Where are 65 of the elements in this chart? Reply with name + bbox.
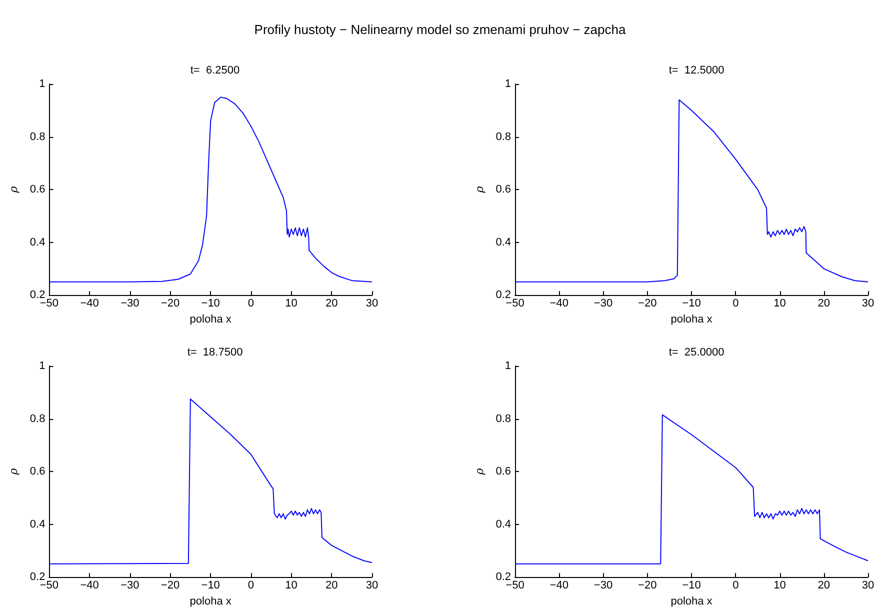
x-tick-label: −10	[201, 580, 220, 592]
x-tick-label: −20	[638, 580, 657, 592]
x-tick-label: 20	[818, 580, 830, 592]
y-tick-label: 1	[39, 360, 46, 372]
y-tick-label: 1	[504, 78, 511, 90]
y-tick-label: 0.6	[30, 466, 46, 478]
x-tick-label: −10	[682, 298, 701, 310]
x-tick-label: −30	[120, 580, 140, 592]
y-tick-label: 0.8	[496, 412, 511, 425]
x-tick-label: −30	[594, 298, 613, 310]
x-tick-label: −10	[201, 298, 220, 310]
x-axis-title: poloha x	[190, 314, 232, 326]
x-tick-label: −20	[160, 580, 180, 592]
x-axis-title: poloha x	[670, 596, 713, 608]
x-tick-label: 0	[248, 580, 254, 592]
line-series	[48, 96, 372, 282]
x-tick-label: 20	[326, 298, 338, 310]
y-tick-label: 0.6	[496, 184, 511, 196]
y-tick-label: 1	[39, 78, 46, 90]
x-tick-label: −40	[80, 298, 99, 310]
line-series	[48, 398, 372, 564]
x-tick-label: 20	[818, 298, 830, 310]
x-axis-title: poloha x	[190, 596, 232, 608]
line-series	[514, 414, 868, 564]
x-tick-label: 30	[366, 298, 378, 310]
y-axis-title: ρ	[472, 468, 486, 476]
chart-title: t= 25.0000	[668, 346, 724, 358]
y-axis-title: ρ	[472, 186, 486, 194]
x-tick-label: 30	[366, 580, 378, 592]
y-tick-label: 0.4	[496, 518, 511, 530]
x-tick-label: 10	[774, 580, 786, 592]
x-tick-label: −20	[638, 298, 657, 310]
y-axis-title: ρ	[7, 186, 20, 194]
y-tick-label: 0.4	[30, 518, 46, 530]
line-series	[514, 99, 868, 282]
x-tick-label: 0	[732, 298, 739, 310]
x-tick-label: −10	[682, 580, 701, 592]
y-tick-label: 0.8	[496, 130, 511, 143]
y-tick-label: 0.4	[30, 236, 46, 248]
chart-title: t= 12.5000	[668, 64, 724, 76]
x-tick-label: −40	[550, 298, 568, 310]
y-axis-title: ρ	[7, 468, 20, 476]
x-tick-label: 30	[862, 298, 874, 310]
x-tick-label: −40	[80, 580, 99, 592]
x-tick-label: 10	[285, 580, 298, 592]
x-tick-label: 30	[862, 580, 874, 592]
x-tick-label: 0	[732, 580, 739, 592]
x-tick-label: 0	[248, 298, 254, 310]
y-tick-label: 0.8	[30, 130, 46, 143]
chart-title: t= 18.7500	[187, 346, 243, 358]
chart-title: t= 6.2500	[190, 64, 240, 76]
y-tick-label: 0.4	[496, 236, 511, 248]
x-tick-label: 20	[326, 580, 338, 592]
y-tick-label: 1	[504, 360, 511, 372]
text: Profily hustoty − Nelinearny model so zmenami pruhov − zapcha	[253, 22, 627, 37]
x-tick-label: −40	[550, 580, 568, 592]
y-tick-label: 0.6	[496, 466, 511, 478]
x-tick-label: −20	[160, 298, 180, 310]
y-tick-label: 0.8	[30, 412, 46, 425]
x-tick-label: −30	[120, 298, 140, 310]
y-tick-label: 0.6	[30, 184, 46, 196]
x-tick-label: 10	[774, 298, 786, 310]
x-tick-label: 10	[285, 298, 298, 310]
x-tick-label: −30	[594, 580, 613, 592]
x-axis-title: poloha x	[670, 314, 713, 326]
